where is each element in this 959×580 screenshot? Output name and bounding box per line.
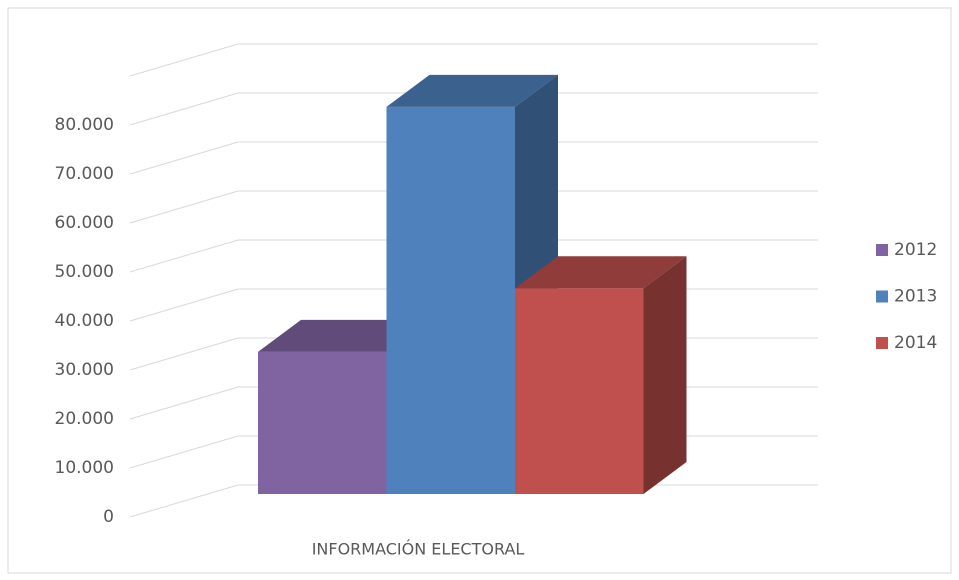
y-tick-label: 0 xyxy=(103,507,114,527)
legend-swatch xyxy=(876,290,888,303)
bar-top xyxy=(515,256,687,289)
y-tick-label: 20.000 xyxy=(55,409,114,429)
bar-top xyxy=(386,74,558,107)
grid-line xyxy=(129,386,239,420)
y-tick-label: 80.000 xyxy=(55,115,114,135)
y-tick-label: 60.000 xyxy=(55,213,114,233)
grid-line xyxy=(129,92,239,126)
grid-line xyxy=(129,435,239,469)
y-tick-label: 10.000 xyxy=(55,458,114,478)
grid-line xyxy=(129,239,239,273)
grid-line xyxy=(129,288,239,322)
legend-swatch xyxy=(876,337,888,349)
y-tick-label: 50.000 xyxy=(55,262,114,282)
y-tick-label: 40.000 xyxy=(55,311,114,331)
legend-label: 2013 xyxy=(894,287,937,307)
bar-front xyxy=(515,288,644,494)
grid-line xyxy=(129,43,239,77)
grid-line xyxy=(129,141,239,175)
bar-front xyxy=(258,351,387,494)
grid-line xyxy=(129,484,239,518)
legend-label: 2014 xyxy=(894,333,937,353)
bar-front xyxy=(386,106,515,495)
legend-label: 2012 xyxy=(894,240,937,260)
bar-side xyxy=(643,256,687,494)
y-tick-label: 70.000 xyxy=(55,164,114,184)
x-tick-label: INFORMACIÓN ELECTORAL xyxy=(312,540,525,559)
grid-line xyxy=(129,337,239,371)
legend-swatch xyxy=(876,244,888,256)
y-tick-label: 30.000 xyxy=(55,360,114,380)
grid-line xyxy=(129,190,239,224)
